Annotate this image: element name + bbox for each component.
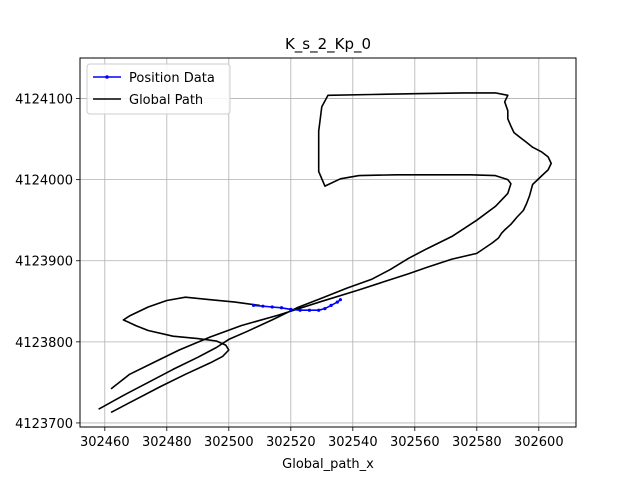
global-path-segment-line [110, 296, 260, 414]
position-data-point [317, 308, 321, 312]
global-path-line [98, 92, 553, 410]
tick-layer: 302460 302480 302500 302520 302540 302560 3025… [15, 93, 564, 450]
x-tick-label: 302460 [80, 435, 130, 450]
position-data-point [298, 308, 302, 312]
legend-box [86, 63, 231, 115]
legend-label: Global Path [129, 93, 203, 108]
position-data-point [338, 298, 342, 302]
position-data-point [289, 307, 293, 312]
position-data-point [307, 308, 311, 312]
x-tick-label: 302500 [204, 435, 254, 450]
y-tick-label: 4123900 [15, 255, 73, 270]
legend: Position Data Global Path [86, 63, 231, 115]
position-data-point [270, 305, 274, 309]
grid-layer [80, 58, 576, 427]
position-data-point [261, 304, 265, 308]
position-data-point [279, 306, 284, 310]
x-tick-label: 302520 [266, 435, 316, 450]
y-tick-label: 4124000 [15, 174, 73, 189]
x-tick-label: 302600 [514, 435, 564, 450]
x-axis-label: Global_path_x [282, 457, 374, 472]
y-tick-label: 4124100 [15, 93, 73, 108]
legend-label: Position Data [129, 71, 215, 86]
x-tick-label: 302540 [328, 435, 378, 450]
chart-title: K_s_2_Kp_0 [285, 35, 371, 54]
y-tick-label: 4123700 [15, 417, 73, 432]
legend-marker [105, 75, 109, 79]
x-tick-label: 302480 [142, 435, 192, 450]
plot-frame [79, 57, 577, 428]
position-data-point [323, 306, 327, 311]
position-data-point [252, 303, 256, 307]
y-tick-label: 4123800 [15, 336, 73, 351]
position-data-point [329, 303, 333, 307]
x-tick-label: 302560 [390, 435, 440, 450]
series-layer [98, 92, 553, 414]
position-data-point [335, 300, 339, 304]
x-tick-label: 302580 [452, 435, 502, 450]
